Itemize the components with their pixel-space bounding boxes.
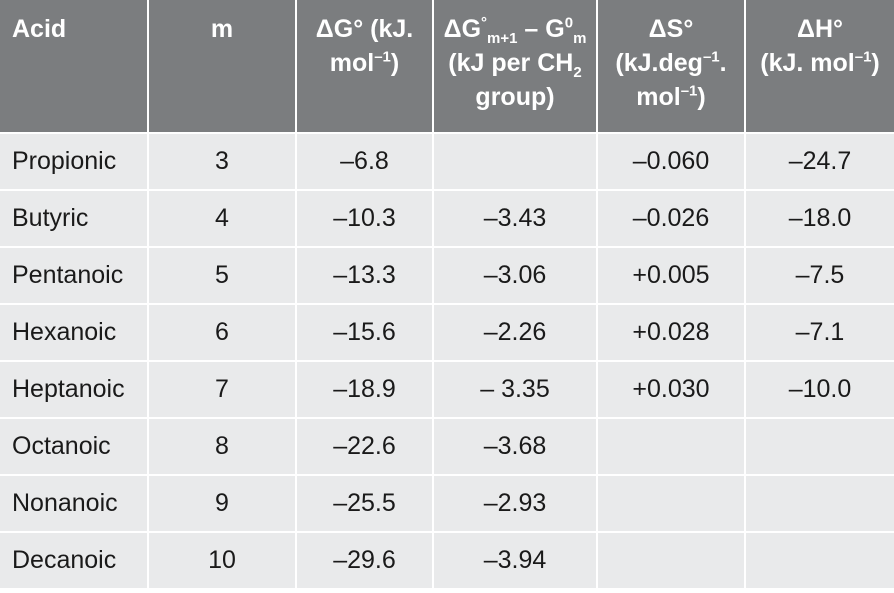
header-delta-delta-g-line2: (kJ per CH2	[440, 46, 590, 80]
cell-delta-h: –7.5	[745, 247, 894, 305]
cell-delta-h	[745, 418, 894, 476]
cell-delta-delta-g	[433, 133, 598, 191]
header-row: Acid m ΔG° (kJ. mol–1) ΔG°m+1 – G0m (kJ …	[0, 0, 894, 134]
table-row: Decanoic 10 –29.6 –3.94	[0, 532, 894, 590]
cell-acid: Propionic	[0, 133, 149, 191]
header-m: m	[148, 0, 297, 134]
cell-delta-s: +0.005	[597, 247, 746, 305]
table-row: Octanoic 8 –22.6 –3.68	[0, 418, 894, 476]
header-ds-exp1: –1	[702, 48, 720, 66]
header-delta-g-close: )	[390, 49, 400, 77]
cell-delta-h	[745, 532, 894, 590]
header-delta-delta-g: ΔG°m+1 – G0m (kJ per CH2 group)	[433, 0, 598, 134]
cell-delta-g: –18.9	[296, 361, 434, 419]
cell-delta-g: –15.6	[296, 304, 434, 362]
cell-delta-h: –24.7	[745, 133, 894, 191]
cell-m: 5	[148, 247, 297, 305]
cell-delta-g: –22.6	[296, 418, 434, 476]
cell-delta-s: –0.026	[597, 190, 746, 248]
header-ds-dot: .	[719, 49, 727, 77]
table-row: Butyric 4 –10.3 –3.43 –0.026 –18.0	[0, 190, 894, 248]
header-ddg-delta: ΔG	[443, 15, 482, 43]
header-ddg-ch2-sub: 2	[573, 64, 582, 81]
header-ds-units: (kJ.deg	[615, 49, 703, 77]
header-delta-h-line1: ΔH°	[796, 15, 844, 43]
header-ds-exp2: –1	[680, 82, 698, 100]
table-body: Propionic 3 –6.8 –0.060 –24.7 Butyric 4 …	[0, 133, 894, 590]
cell-delta-delta-g: –2.93	[433, 475, 598, 533]
cell-delta-s	[597, 475, 746, 533]
cell-delta-h: –10.0	[745, 361, 894, 419]
cell-delta-s	[597, 532, 746, 590]
header-delta-s-line1: ΔS°	[648, 15, 694, 43]
header-ddg-sub-m: m	[573, 30, 587, 47]
header-ddg-sub-m1: m+1	[487, 30, 518, 47]
cell-m: 7	[148, 361, 297, 419]
cell-m: 9	[148, 475, 297, 533]
header-dh-close: )	[871, 49, 880, 77]
cell-acid: Hexanoic	[0, 304, 149, 362]
header-ddg-degree: °	[481, 14, 488, 32]
header-delta-g: ΔG° (kJ. mol–1)	[296, 0, 434, 134]
table-header: Acid m ΔG° (kJ. mol–1) ΔG°m+1 – G0m (kJ …	[0, 0, 894, 134]
cell-delta-g: –6.8	[296, 133, 434, 191]
header-dh-exp: –1	[854, 48, 872, 66]
cell-acid: Heptanoic	[0, 361, 149, 419]
cell-delta-g: –10.3	[296, 190, 434, 248]
header-ds-mol: mol	[636, 83, 681, 111]
header-delta-g-line2: mol–1)	[303, 46, 426, 80]
header-ds-close: )	[697, 83, 706, 111]
cell-acid: Nonanoic	[0, 475, 149, 533]
cell-delta-h: –18.0	[745, 190, 894, 248]
table-row: Propionic 3 –6.8 –0.060 –24.7	[0, 133, 894, 191]
cell-m: 3	[148, 133, 297, 191]
cell-delta-delta-g: –3.68	[433, 418, 598, 476]
cell-acid: Decanoic	[0, 532, 149, 590]
header-ddg-zero: 0	[564, 14, 574, 32]
cell-acid: Butyric	[0, 190, 149, 248]
cell-m: 10	[148, 532, 297, 590]
cell-m: 4	[148, 190, 297, 248]
header-delta-g-line1: ΔG° (kJ.	[315, 15, 414, 43]
cell-m: 8	[148, 418, 297, 476]
header-delta-s-line2: (kJ.deg–1.	[604, 46, 738, 80]
cell-acid: Octanoic	[0, 418, 149, 476]
table-row: Heptanoic 7 –18.9 – 3.35 +0.030 –10.0	[0, 361, 894, 419]
header-acid: Acid	[0, 0, 149, 134]
cell-delta-delta-g: –3.06	[433, 247, 598, 305]
cell-m: 6	[148, 304, 297, 362]
header-dh-units: (kJ. mol	[760, 49, 855, 77]
header-delta-g-exp: –1	[374, 48, 391, 66]
table-row: Hexanoic 6 –15.6 –2.26 +0.028 –7.1	[0, 304, 894, 362]
cell-delta-g: –13.3	[296, 247, 434, 305]
cell-delta-s: +0.028	[597, 304, 746, 362]
cell-acid: Pentanoic	[0, 247, 149, 305]
cell-delta-s: +0.030	[597, 361, 746, 419]
header-ddg-units: (kJ per CH	[448, 49, 574, 77]
header-delta-h-line2: (kJ. mol–1)	[752, 46, 888, 80]
header-ddg-minus-g: – G	[517, 15, 565, 43]
cell-delta-h	[745, 475, 894, 533]
table-row: Nonanoic 9 –25.5 –2.93	[0, 475, 894, 533]
header-delta-h: ΔH° (kJ. mol–1)	[745, 0, 894, 134]
header-delta-delta-g-line3: group)	[475, 83, 555, 111]
cell-delta-s: –0.060	[597, 133, 746, 191]
cell-delta-g: –29.6	[296, 532, 434, 590]
header-delta-s: ΔS° (kJ.deg–1. mol–1)	[597, 0, 746, 134]
cell-delta-delta-g: –2.26	[433, 304, 598, 362]
header-delta-s-line3: mol–1)	[604, 80, 738, 114]
cell-delta-delta-g: –3.94	[433, 532, 598, 590]
cell-delta-h: –7.1	[745, 304, 894, 362]
cell-delta-s	[597, 418, 746, 476]
cell-delta-delta-g: – 3.35	[433, 361, 598, 419]
table-row: Pentanoic 5 –13.3 –3.06 +0.005 –7.5	[0, 247, 894, 305]
cell-delta-delta-g: –3.43	[433, 190, 598, 248]
header-delta-g-mol: mol	[329, 49, 375, 77]
header-delta-delta-g-line1: ΔG°m+1 – G0m	[440, 12, 590, 46]
cell-delta-g: –25.5	[296, 475, 434, 533]
